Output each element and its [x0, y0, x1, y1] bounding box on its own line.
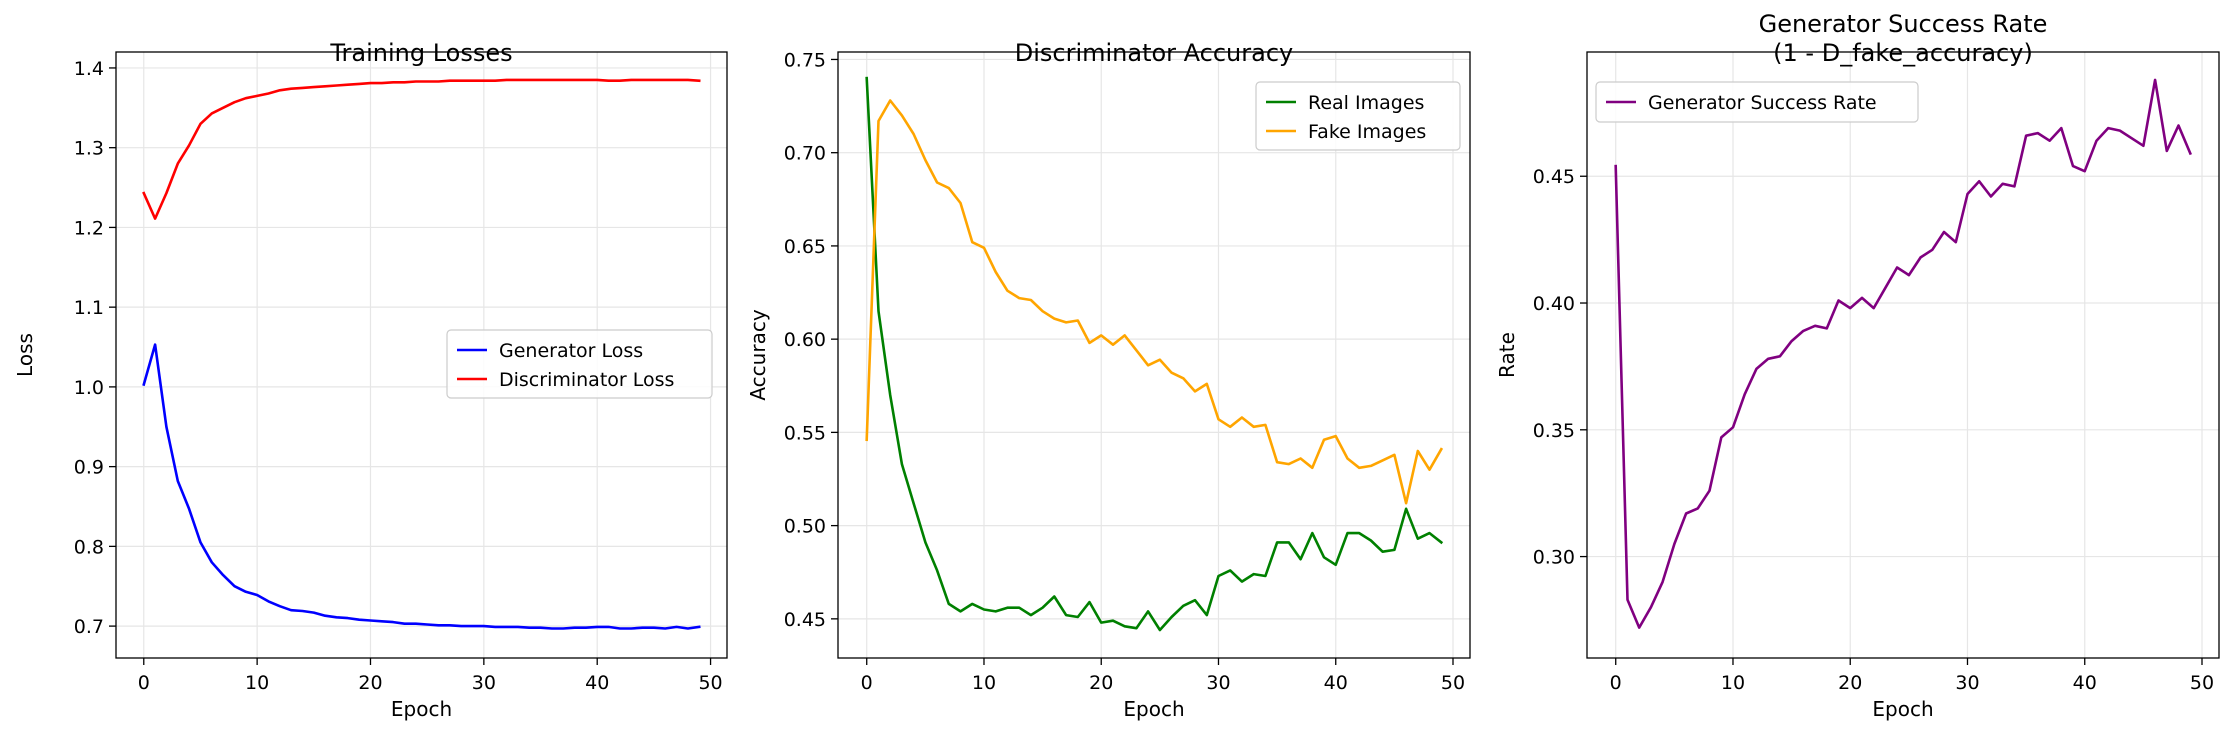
y-tick-label: 0.55	[784, 422, 826, 444]
y-axis-label: Rate	[1495, 332, 1519, 378]
x-tick-label: 0	[1610, 672, 1622, 694]
y-tick-label: 0.60	[784, 329, 826, 351]
y-tick-label: 1.1	[74, 297, 104, 319]
y-tick-label: 1.2	[74, 217, 104, 239]
y-tick-label: 0.45	[1533, 166, 1575, 188]
x-tick-label: 40	[2073, 672, 2097, 694]
chart-title-line: Training Losses	[329, 39, 512, 67]
y-tick-label: 1.3	[74, 138, 104, 160]
y-tick-label: 0.30	[1533, 547, 1575, 569]
chart-title: Training Losses	[329, 39, 512, 67]
x-axis-label: Epoch	[1872, 697, 1933, 721]
x-tick-label: 0	[138, 672, 150, 694]
chart-panel-2: 0 10 20 30 40 50 0.45 0.50 0.55 0.60 0.65 0.70 0.75 D…	[746, 39, 1471, 721]
chart-title: Discriminator Accuracy	[1015, 39, 1294, 67]
x-tick-label: 50	[698, 672, 722, 694]
y-tick-label: 0.40	[1533, 293, 1575, 315]
y-tick-label: 0.7	[74, 616, 104, 638]
x-tick-label: 10	[1721, 672, 1745, 694]
y-tick-label: 0.65	[784, 236, 826, 258]
x-axis-label: Epoch	[391, 697, 452, 721]
legend: Real Images Fake Images	[1255, 81, 1461, 151]
x-tick-label: 20	[1838, 672, 1862, 694]
chart-panel-3: 0 10 20 30 40 50 0.30 0.35 0.40 0.45 Generator Suc…	[1495, 10, 2220, 721]
legend-label: Real Images	[1308, 92, 1424, 114]
x-tick-label: 20	[358, 672, 382, 694]
series-line-generator-loss	[142, 343, 701, 630]
y-tick-label: 0.70	[784, 143, 826, 165]
y-tick-label: 1.0	[74, 377, 104, 399]
y-tick-label: 1.4	[74, 58, 104, 80]
axes-frame	[837, 51, 1471, 659]
legend-label: Generator Success Rate	[1648, 92, 1877, 114]
y-axis-label: Loss	[13, 333, 37, 377]
legend-label: Generator Loss	[499, 340, 643, 362]
y-tick-label: 0.9	[74, 457, 104, 479]
x-axis-label: Epoch	[1123, 697, 1184, 721]
x-tick-label: 30	[1955, 672, 1979, 694]
legend-label: Discriminator Loss	[499, 369, 674, 391]
series-line-fake-images	[865, 99, 1444, 505]
x-tick-label: 30	[472, 672, 496, 694]
y-axis-label: Accuracy	[746, 309, 770, 400]
x-tick-label: 40	[585, 672, 609, 694]
series-line-real-images	[865, 76, 1444, 632]
legend: Generator Success Rate	[1595, 81, 1919, 123]
legend-box	[1255, 81, 1461, 151]
x-tick-label: 0	[861, 672, 873, 694]
y-tick-label: 0.75	[784, 49, 826, 71]
series-line-generator-success-rate	[1614, 78, 2193, 629]
y-tick-label: 0.45	[784, 609, 826, 631]
y-tick-label: 0.35	[1533, 420, 1575, 442]
x-tick-label: 30	[1206, 672, 1230, 694]
y-tick-label: 0.8	[74, 536, 104, 558]
chart-panel-1: 0 10 20 30 40 50 0.7 0.8 0.9 1.0 1.1 1.2 1.3 1.4 Train…	[13, 39, 728, 721]
x-tick-label: 20	[1089, 672, 1113, 694]
chart-title: Generator Success Rate (1 - D_fake_accura…	[1759, 10, 2048, 67]
axes-frame	[1586, 51, 2220, 659]
chart-title-line: (1 - D_fake_accuracy)	[1773, 39, 2033, 67]
y-tick-label: 0.50	[784, 516, 826, 538]
axes-frame	[115, 51, 728, 659]
chart-title-line: Discriminator Accuracy	[1015, 39, 1294, 67]
legend: Generator Loss Discriminator Loss	[446, 329, 713, 399]
x-tick-label: 40	[1324, 672, 1348, 694]
x-tick-label: 50	[2190, 672, 2214, 694]
chart-title-line: Generator Success Rate	[1759, 10, 2048, 38]
legend-box	[446, 329, 713, 399]
legend-box	[1595, 81, 1919, 123]
series-line-discriminator-loss	[142, 78, 701, 220]
x-tick-label: 10	[972, 672, 996, 694]
x-tick-label: 10	[245, 672, 269, 694]
x-tick-label: 50	[1441, 672, 1465, 694]
legend-label: Fake Images	[1308, 121, 1426, 143]
